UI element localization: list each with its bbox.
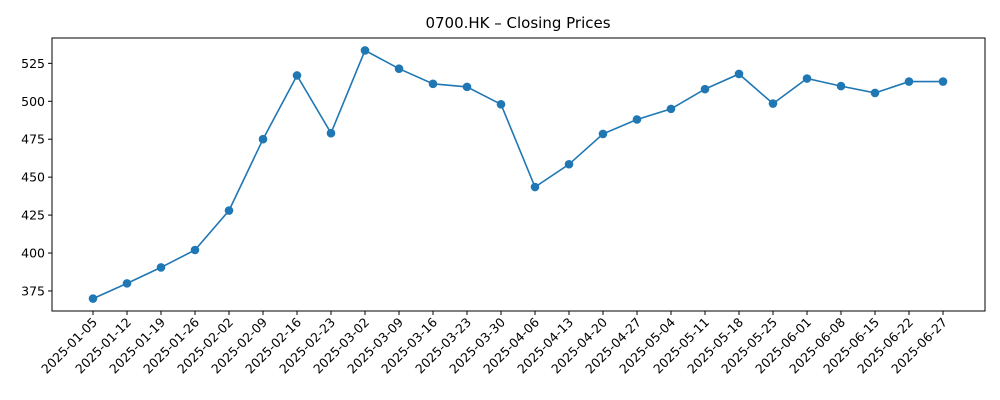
data-point	[224, 206, 234, 215]
data-point	[836, 81, 846, 91]
data-point	[326, 128, 336, 138]
data-point	[156, 263, 166, 272]
data-point	[666, 104, 676, 114]
data-point	[258, 134, 268, 144]
y-tick-label: 425	[21, 208, 45, 223]
y-tick-label: 475	[21, 132, 45, 147]
data-point	[190, 245, 200, 255]
data-point	[360, 46, 370, 55]
data-point	[768, 99, 778, 108]
plot-area: 3754004254504755005252025-01-052025-01-1…	[21, 37, 986, 376]
data-point	[462, 82, 472, 92]
data-point	[870, 88, 880, 98]
data-point	[700, 84, 710, 94]
y-tick-label: 500	[21, 94, 45, 109]
y-tick-label: 375	[21, 283, 45, 298]
data-point	[598, 129, 608, 139]
data-point	[394, 64, 404, 73]
data-point	[938, 77, 948, 86]
data-point	[632, 115, 642, 124]
y-tick-label: 450	[21, 170, 45, 185]
data-point	[88, 294, 98, 303]
axes-frame	[51, 37, 986, 312]
series-line	[92, 49, 943, 300]
data-point	[904, 77, 914, 86]
data-point	[428, 79, 438, 89]
data-point	[292, 71, 302, 80]
data-point	[564, 159, 574, 169]
data-point	[734, 69, 744, 79]
data-point	[530, 182, 540, 192]
y-tick-label: 525	[21, 56, 45, 71]
chart-title: 0700.HK – Closing Prices	[425, 14, 610, 32]
y-tick-label: 400	[21, 246, 45, 261]
data-point	[496, 100, 506, 109]
data-point	[802, 74, 812, 83]
data-point	[122, 279, 132, 288]
